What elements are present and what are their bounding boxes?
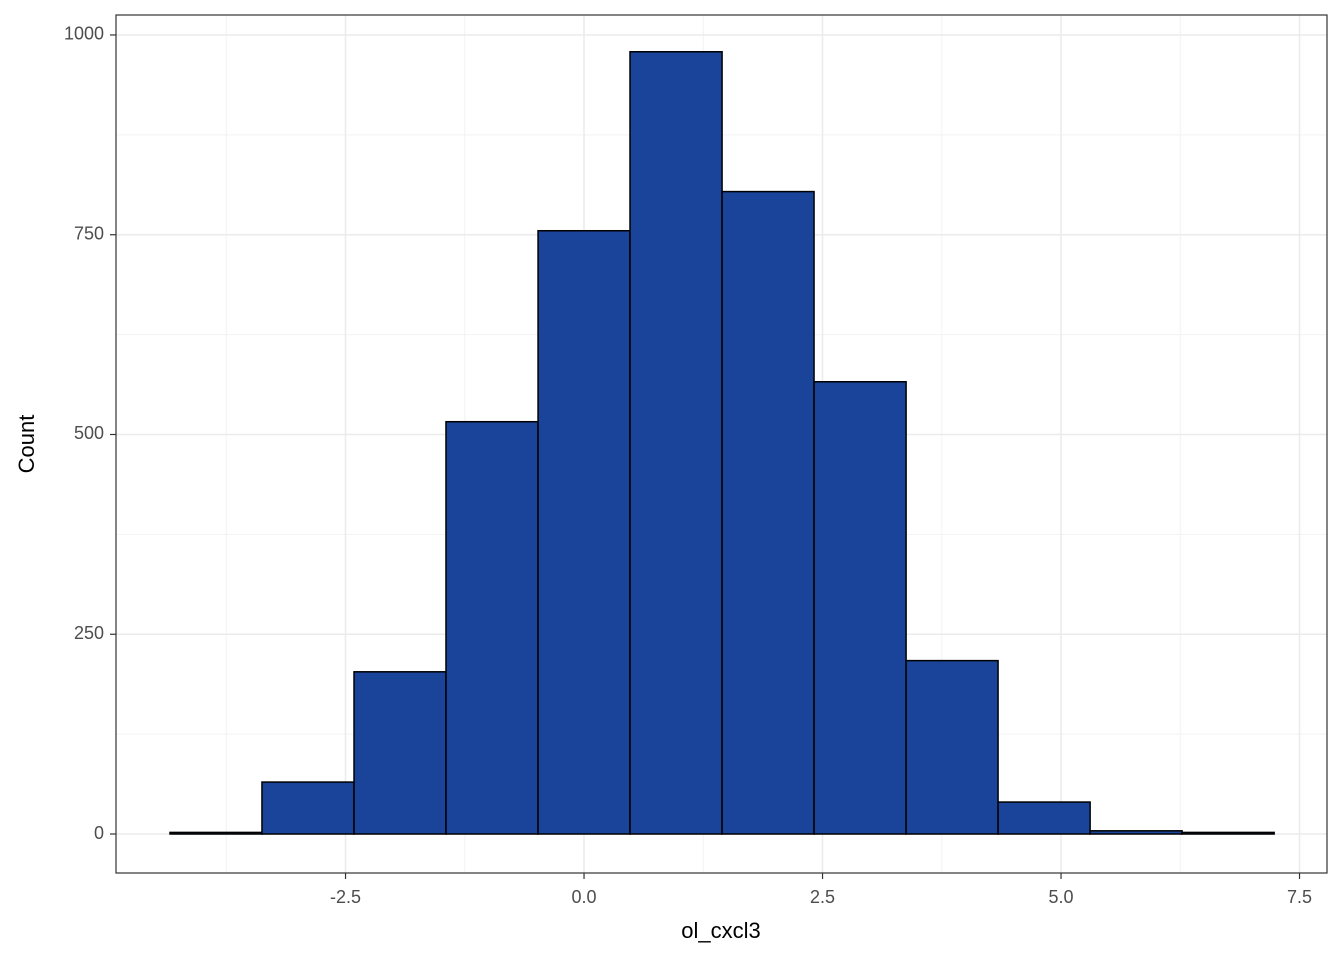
bar: [721, 190, 815, 835]
y-tick-label: 0: [94, 823, 104, 843]
plot-border: [115, 14, 1328, 874]
x-tick-label: -2.5: [330, 887, 361, 907]
x-tick-label: 0.0: [572, 887, 597, 907]
bar: [445, 420, 539, 835]
bar: [813, 381, 907, 835]
bar: [353, 671, 447, 835]
x-tick-label: 2.5: [810, 887, 835, 907]
bar: [169, 831, 263, 835]
x-tick-label: 5.0: [1049, 887, 1074, 907]
bar: [1181, 831, 1275, 835]
bar: [1089, 830, 1183, 835]
x-axis-title: ol_cxcl3: [681, 918, 760, 943]
y-tick-label: 500: [74, 423, 104, 443]
bar: [629, 51, 723, 835]
y-axis-title: Count: [14, 415, 39, 474]
bar: [905, 659, 999, 835]
y-tick-label: 750: [74, 223, 104, 243]
bar: [537, 229, 631, 835]
x-tick-label: 7.5: [1287, 887, 1312, 907]
bar: [997, 801, 1091, 835]
y-tick-label: 1000: [64, 24, 104, 44]
y-tick-label: 250: [74, 623, 104, 643]
bar: [261, 781, 355, 835]
